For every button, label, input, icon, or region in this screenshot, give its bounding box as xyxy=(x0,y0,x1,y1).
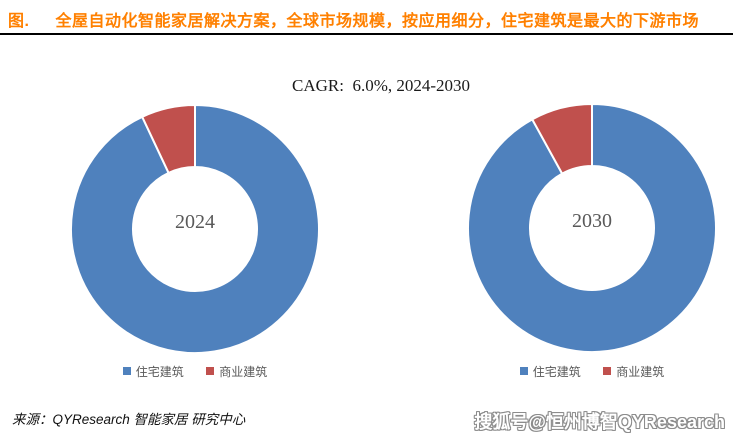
donut-svg-2030 xyxy=(467,103,717,353)
title-divider xyxy=(0,33,733,35)
figure-title: 图. 全屋自动化智能家居解决方案，全球市场规模，按应用细分，住宅建筑是最大的下游市… xyxy=(8,7,699,31)
figure-title-text: 全屋自动化智能家居解决方案，全球市场规模，按应用细分，住宅建筑是最大的下游市场 xyxy=(55,13,699,30)
donut-chart-2024: 2024 xyxy=(65,99,325,359)
legend-item-commercial: 商业建筑 xyxy=(206,363,267,380)
legend-label-residential: 住宅建筑 xyxy=(532,364,581,379)
commercial-swatch-icon xyxy=(206,367,215,375)
donut-segment-商业建筑 xyxy=(141,104,196,174)
donut-segment-住宅建筑 xyxy=(70,104,320,354)
legend-item-commercial: 商业建筑 xyxy=(603,363,664,380)
legend-2030: 住宅建筑 商业建筑 xyxy=(462,362,722,380)
commercial-swatch-icon xyxy=(603,367,612,375)
cagr-annotation: CAGR: 6.0%, 2024-2030 xyxy=(292,76,471,95)
legend-label-residential: 住宅建筑 xyxy=(135,364,184,379)
legend-label-commercial: 商业建筑 xyxy=(616,364,665,379)
sohu-watermark: 搜狐号@恒州博智QYResearch xyxy=(474,412,725,432)
residential-swatch-icon xyxy=(122,367,131,375)
donut-center-year-2024: 2024 xyxy=(175,211,215,233)
legend-label-commercial: 商业建筑 xyxy=(219,364,268,379)
donut-center-year-2030: 2030 xyxy=(572,210,612,232)
donut-chart-2030: 2030 xyxy=(462,98,722,358)
legend-item-residential: 住宅建筑 xyxy=(122,363,184,380)
legend-item-residential: 住宅建筑 xyxy=(519,363,581,380)
figure-number-label: 图. xyxy=(8,13,30,30)
donut-svg-2024 xyxy=(70,104,320,354)
donut-segment-商业建筑 xyxy=(531,103,593,175)
residential-swatch-icon xyxy=(519,367,528,375)
legend-2024: 住宅建筑 商业建筑 xyxy=(65,362,325,380)
source-note: 来源：QYResearch 智能家居 研究中心 xyxy=(12,412,246,427)
donut-segment-住宅建筑 xyxy=(467,103,717,353)
